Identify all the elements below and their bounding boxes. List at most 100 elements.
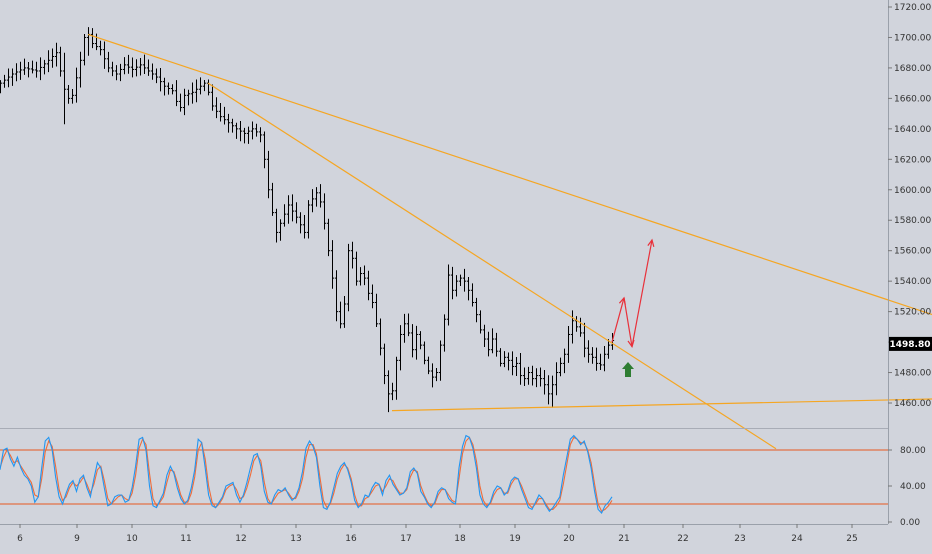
ohlc-bar [454, 275, 459, 297]
projection-path[interactable] [611, 239, 653, 347]
ohlc-bar [598, 353, 603, 371]
ohlc-bar [154, 68, 159, 84]
ohlc-bar [218, 103, 223, 122]
ohlc-bar [538, 367, 543, 387]
ohlc-bar [398, 325, 403, 371]
ohlc-bar [482, 324, 487, 348]
ohlc-bar [46, 50, 51, 73]
time-axis[interactable]: 6 9 10 11 12 13 16 17 18 19 20 21 22 23 24 25 [17, 524, 858, 544]
ohlc-bar [246, 126, 251, 144]
price-tick-label: 1660.00 [894, 94, 931, 104]
ohlc-bar [322, 193, 327, 230]
trend-drawings[interactable] [87, 33, 932, 450]
ohlc-bar [190, 82, 195, 104]
stochastic-axis: 0.00 40.00 80.00 [888, 446, 926, 528]
ohlc-bar [194, 79, 199, 103]
price-pane[interactable] [0, 27, 932, 450]
ohlc-bar [274, 208, 279, 243]
ohlc-bar [338, 301, 343, 329]
ohlc-bar [602, 345, 607, 372]
time-tick-label: 18 [454, 534, 466, 544]
time-tick-label: 16 [345, 534, 357, 544]
ohlc-bar [414, 325, 419, 360]
ohlc-bar [390, 382, 395, 401]
ohlc-bar [582, 322, 587, 358]
buy-arrow-icon[interactable] [622, 362, 634, 378]
ohlc-bar [410, 324, 415, 358]
time-tick-label: 19 [509, 534, 521, 544]
ohlc-bar [498, 348, 503, 367]
ohlc-bar [586, 340, 591, 363]
ohlc-bar [94, 33, 99, 51]
ohlc-bar [342, 296, 347, 328]
ohlc-bar [254, 123, 259, 137]
ohlc-bar [198, 77, 203, 95]
ohlc-bar [362, 265, 367, 286]
ohlc-bar [330, 240, 335, 289]
ohlc-bar [378, 318, 383, 356]
upper-trendline[interactable] [87, 33, 932, 323]
ohlc-bar [114, 65, 119, 81]
ohlc-bar [358, 267, 363, 286]
ohlc-bar [222, 106, 227, 125]
ohlc-bar [606, 339, 611, 359]
stochastic-pane[interactable] [0, 434, 888, 514]
ohlc-bar [442, 314, 447, 352]
ohlc-bar [506, 352, 511, 371]
ohlc-bar [18, 61, 23, 80]
ohlc-bar [466, 276, 471, 301]
support-trendline[interactable] [391, 398, 932, 412]
ohlc-bar [0, 80, 3, 94]
ohlc-bar [350, 241, 355, 269]
ohlc-bar [366, 270, 371, 301]
ohlc-bar [214, 97, 219, 119]
ohlc-bar [554, 362, 559, 396]
ohlc-bar [174, 80, 179, 107]
ohlc-bar [590, 347, 595, 364]
time-tick-label: 6 [17, 534, 23, 544]
time-tick-label: 12 [235, 534, 246, 544]
ohlc-bar [594, 347, 599, 371]
stochastic-line-d [0, 436, 613, 512]
ohlc-bar [10, 68, 15, 86]
ohlc-bar [446, 264, 451, 326]
ohlc-bar [318, 184, 323, 208]
price-tick-label: 1540.00 [894, 277, 931, 287]
ohlc-bar [182, 88, 187, 116]
ohlc-bar [178, 93, 183, 112]
ohlc-bar [242, 127, 247, 144]
ohlc-bar [562, 348, 567, 374]
ohlc-bar [282, 204, 287, 227]
ohlc-bar [202, 80, 207, 92]
price-tick-label: 1560.00 [894, 247, 931, 257]
time-tick-label: 22 [677, 534, 688, 544]
ohlc-bar [302, 215, 307, 239]
ohlc-bar [70, 89, 75, 104]
ohlc-bar [510, 351, 515, 376]
ohlc-bar [470, 283, 475, 307]
ohlc-bar [402, 313, 407, 343]
ohlc-bar [158, 67, 163, 92]
price-tick-label: 1640.00 [894, 125, 931, 135]
ohlc-bar [522, 367, 527, 387]
price-tick-label: 1580.00 [894, 216, 931, 226]
ohlc-bar [354, 251, 359, 286]
current-price-tag: 1498.80 [889, 336, 932, 351]
ohlc-bar [14, 63, 19, 82]
price-tag-background [889, 336, 932, 351]
ohlc-bar [462, 268, 467, 292]
ohlc-bars [0, 27, 615, 413]
ohlc-bar [170, 84, 175, 95]
ohlc-bar [334, 270, 339, 322]
ohlc-bar [430, 363, 435, 388]
ohlc-bar [374, 293, 379, 328]
steep-trendline[interactable] [207, 82, 777, 450]
ohlc-bar [270, 182, 275, 216]
ohlc-bar [478, 310, 483, 334]
price-tick-label: 1680.00 [894, 64, 931, 74]
time-tick-label: 21 [618, 534, 629, 544]
time-tick-label: 24 [791, 534, 803, 544]
ohlc-bar [230, 118, 235, 133]
